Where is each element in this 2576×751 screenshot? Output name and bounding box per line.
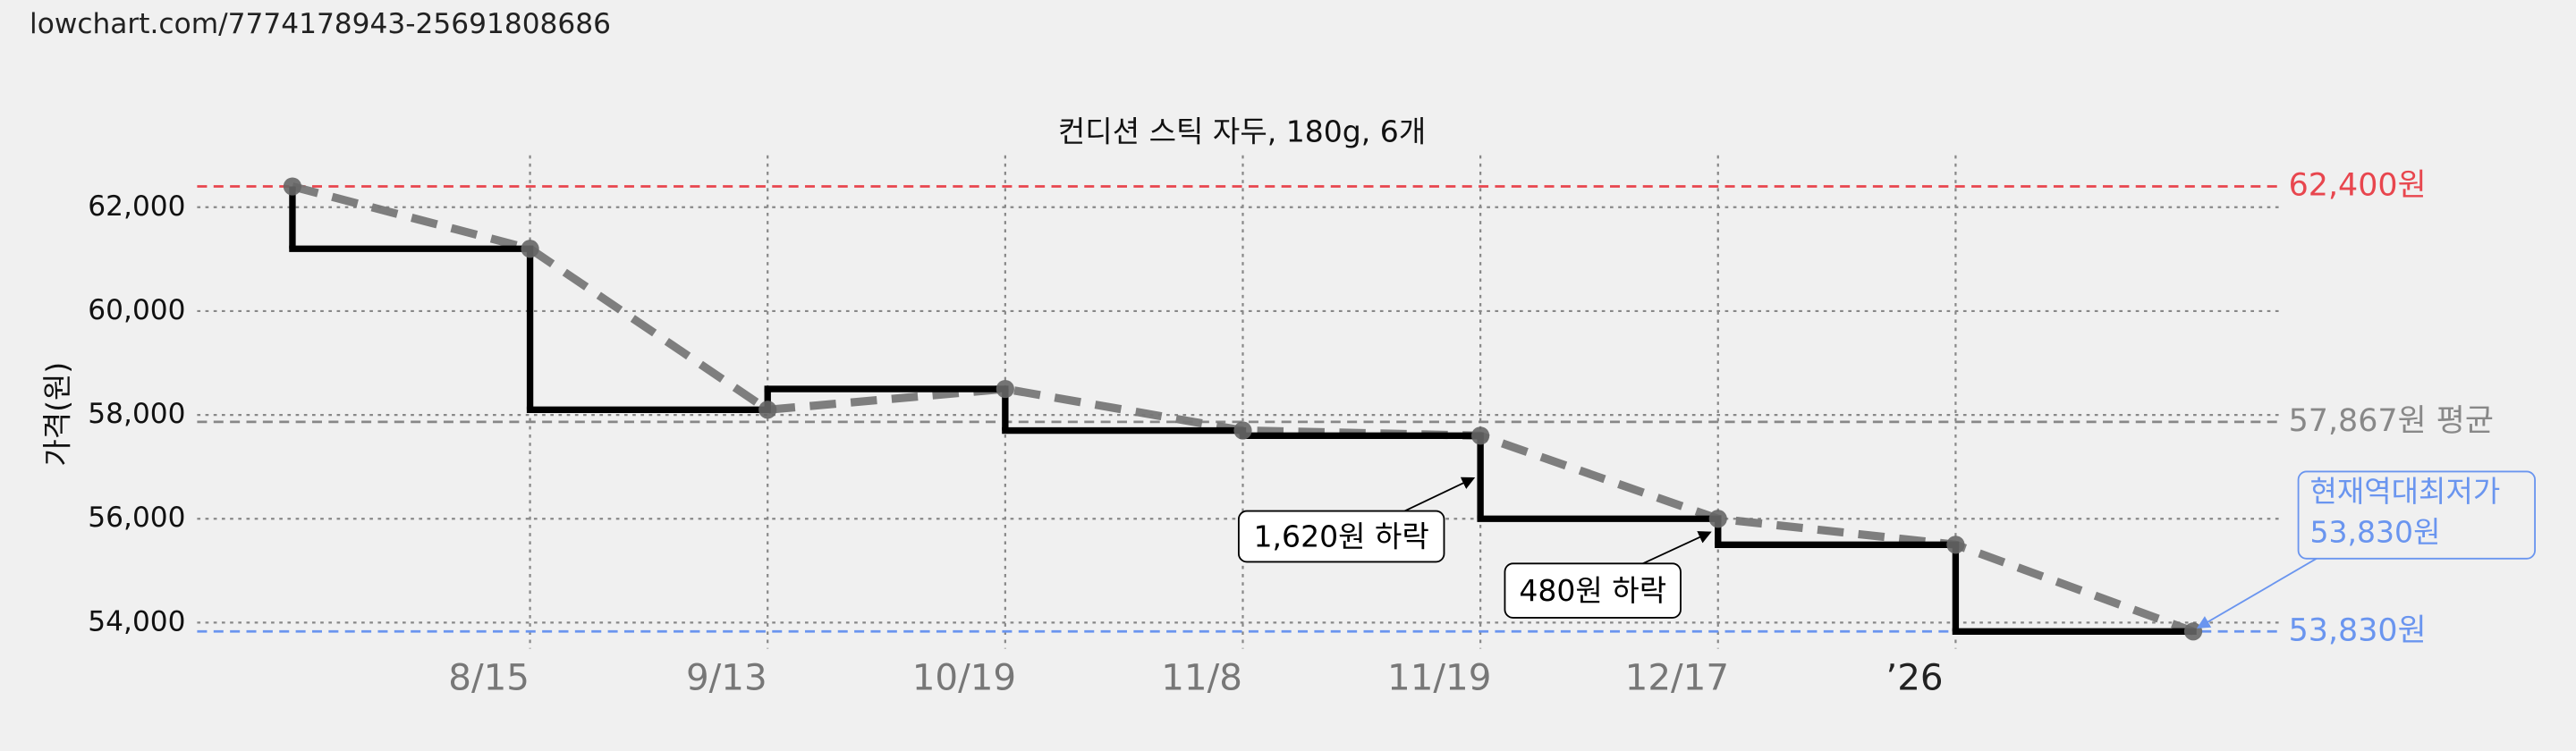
reference-label: 53,830원 — [2289, 612, 2427, 648]
annotation-text: 1,620원 하락 — [1254, 519, 1429, 553]
annotation-box — [1237, 510, 1445, 563]
data-point — [996, 379, 1014, 399]
x-tick-label: 9/13 — [686, 656, 767, 699]
y-axis-label: 가격(원) — [40, 362, 75, 467]
y-tick-label: 58,000 — [88, 398, 185, 430]
data-point — [1708, 510, 1727, 528]
data-point — [1946, 536, 1965, 554]
data-point — [2183, 622, 2203, 641]
data-point — [1233, 421, 1252, 440]
callout-arrow — [2196, 558, 2318, 629]
trend-line — [291, 182, 2195, 636]
y-tick-label: 60,000 — [88, 294, 185, 326]
data-point — [521, 240, 539, 258]
reference-label: 62,400원 — [2289, 168, 2427, 204]
callout-text: 53,830원 — [2309, 515, 2440, 550]
x-tick-label: ’26 — [1885, 656, 1943, 699]
annotation-text: 480원 하락 — [1519, 573, 1666, 608]
y-tick-label: 56,000 — [88, 502, 185, 534]
reference-label: 57,867원 평균 — [2289, 403, 2494, 439]
data-point — [283, 177, 302, 196]
x-tick-label: 12/17 — [1625, 656, 1729, 699]
y-tick-label: 62,000 — [88, 190, 185, 223]
x-tick-label: 11/8 — [1161, 656, 1242, 699]
url: lowchart.com/7774178943-25691808686 — [30, 8, 611, 40]
callout-box — [2297, 470, 2536, 560]
x-tick-label: 8/15 — [448, 656, 530, 699]
annotation-box — [1504, 562, 1682, 619]
y-tick-label: 54,000 — [88, 605, 185, 637]
annotation-arrow — [1642, 531, 1712, 565]
annotation-arrow — [1404, 477, 1476, 512]
chart-title: 컨디션 스틱 자두, 180g, 6개 — [1058, 114, 1426, 149]
data-point — [1471, 426, 1490, 445]
x-tick-label: 10/19 — [912, 656, 1016, 699]
x-tick-label: 11/19 — [1387, 656, 1491, 699]
callout-text: 현재역대최저가 — [2309, 474, 2500, 509]
data-point — [758, 401, 777, 419]
